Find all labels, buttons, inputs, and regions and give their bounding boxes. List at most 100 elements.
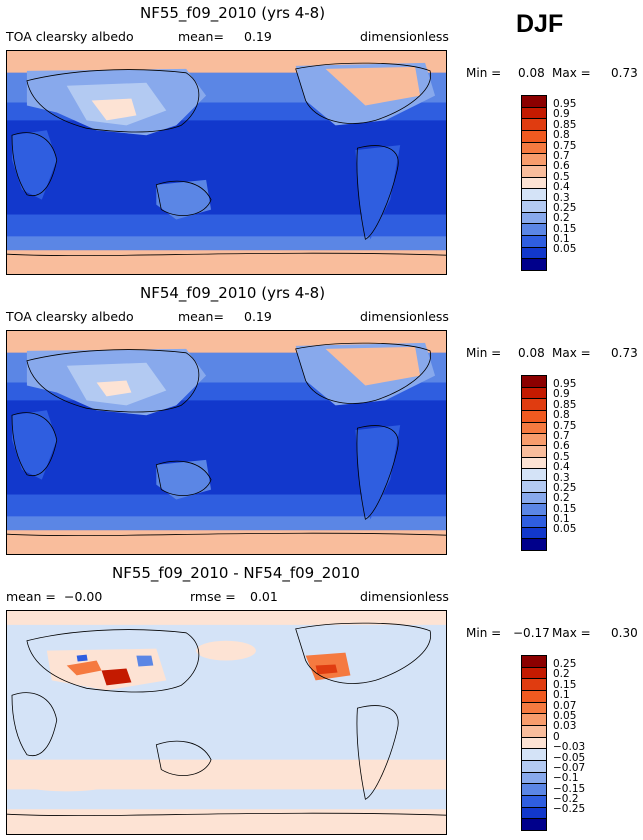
colorbar-swatch	[522, 376, 546, 388]
colorbar-swatch	[522, 469, 546, 482]
colorbar-tick-label: 0.05	[553, 523, 577, 536]
colorbar-tick-label: 0.4	[553, 181, 570, 194]
colorbar-swatch	[522, 422, 546, 435]
colorbar-swatch	[522, 259, 546, 271]
panel-2-map	[6, 330, 447, 555]
panel-1-min-value: 0.08	[518, 66, 545, 80]
colorbar-swatch	[522, 726, 546, 738]
colorbar-tick-label: −0.07	[553, 761, 586, 774]
colorbar-tick-label: 0.9	[553, 108, 570, 121]
panel-1-title: NF55_f09_2010 (yrs 4-8)	[140, 4, 326, 22]
colorbar-swatch	[522, 177, 546, 190]
colorbar-swatch	[522, 796, 546, 808]
colorbar-swatch	[522, 142, 546, 155]
colorbar-tick-label: 0.7	[553, 429, 570, 442]
colorbar-tick-label: 0.3	[553, 471, 570, 484]
panel-2-units: dimensionless	[360, 309, 449, 324]
panel-1-mean-label: mean=	[178, 29, 224, 44]
panel-1-max-label: Max =	[552, 66, 591, 80]
colorbar-tick-label: 0.2	[553, 212, 570, 225]
colorbar-tick-label: 0.3	[553, 191, 570, 204]
panel-3-max-label: Max =	[552, 626, 591, 640]
panel-1-units: dimensionless	[360, 29, 449, 44]
colorbar-tick-label: −0.15	[553, 782, 586, 795]
panel-2-variable: TOA clearsky albedo	[6, 309, 134, 324]
panel-3-colorbar-labels: 0.25 0.2 0.15 0.1 0.07 0.05 0.03 0 −0.03 −0.05 −0.…	[553, 658, 586, 816]
colorbar-swatch	[522, 166, 546, 178]
colorbar-swatch	[522, 446, 546, 458]
colorbar-tick-label: 0.5	[553, 170, 570, 183]
colorbar-swatch	[522, 667, 546, 680]
colorbar-swatch	[522, 492, 546, 505]
colorbar-swatch	[522, 119, 546, 132]
colorbar-tick-label: 0.8	[553, 129, 570, 142]
colorbar-swatch	[522, 714, 546, 727]
panel-2-colorbar-labels: 0.95 0.9 0.85 0.8 0.75 0.7 0.6 0.5 0.4 0.3 0.25 0.2…	[553, 378, 577, 536]
colorbar-swatch	[522, 201, 546, 213]
colorbar-swatch	[522, 819, 546, 831]
colorbar-swatch	[522, 154, 546, 167]
colorbar-swatch	[522, 679, 546, 692]
colorbar-tick-label: 0.07	[553, 699, 577, 712]
panel-1-min-label: Min =	[466, 66, 502, 80]
colorbar-tick-label: −0.25	[553, 803, 586, 816]
panel-2-colorbar	[521, 375, 547, 551]
colorbar-tick-label: 0.95	[553, 378, 577, 390]
colorbar-tick-label: 0.15	[553, 678, 577, 691]
colorbar-tick-label: 0.1	[553, 513, 570, 526]
colorbar-tick-label: 0.25	[553, 481, 577, 494]
panel-1-mean-value: 0.19	[244, 29, 272, 44]
colorbar-swatch	[522, 539, 546, 551]
panel-3-max-value: 0.30	[611, 626, 638, 640]
colorbar-tick-label: 0.2	[553, 668, 570, 681]
colorbar-tick-label: 0.03	[553, 720, 577, 733]
colorbar-tick-label: 0.15	[553, 222, 577, 235]
panel-2-mean-label: mean=	[178, 309, 224, 324]
colorbar-swatch	[522, 457, 546, 470]
colorbar-tick-label: 0.05	[553, 709, 577, 722]
colorbar-swatch	[522, 737, 546, 750]
colorbar-swatch	[522, 516, 546, 528]
panel-3-colorbar	[521, 655, 547, 831]
panel-2-mean-value: 0.19	[244, 309, 272, 324]
colorbar-swatch	[522, 224, 546, 237]
colorbar-swatch	[522, 434, 546, 447]
colorbar-tick-label: 0.25	[553, 201, 577, 214]
colorbar-swatch	[522, 772, 546, 785]
colorbar-tick-label: 0.2	[553, 492, 570, 505]
panel-3-mean-label: mean =	[6, 589, 56, 604]
colorbar-tick-label: 0.05	[553, 243, 577, 256]
panel-3-map	[6, 610, 447, 835]
panel-3-rmse-label: rmse =	[190, 589, 236, 604]
panel-1-colorbar	[521, 95, 547, 271]
colorbar-tick-label: 0.75	[553, 139, 577, 152]
panel-3-min-label: Min =	[466, 626, 502, 640]
panel-1-variable: TOA clearsky albedo	[6, 29, 134, 44]
colorbar-tick-label: 0.6	[553, 440, 570, 453]
colorbar-tick-label: −0.05	[553, 751, 586, 764]
panel-3-rmse-value: 0.01	[250, 589, 278, 604]
colorbar-tick-label: 0.1	[553, 689, 570, 702]
panel-2-title: NF54_f09_2010 (yrs 4-8)	[140, 284, 326, 302]
panel-1-colorbar-labels: 0.95 0.9 0.85 0.8 0.75 0.7 0.6 0.5 0.4 0.3 0.25 0.2…	[553, 98, 577, 256]
panel-3-min-value: −0.17	[513, 626, 550, 640]
colorbar-swatch	[522, 761, 546, 773]
colorbar-tick-label: 0.25	[553, 658, 577, 670]
colorbar-tick-label: −0.2	[553, 793, 579, 806]
colorbar-swatch	[522, 691, 546, 703]
colorbar-tick-label: 0.95	[553, 98, 577, 110]
colorbar-swatch	[522, 481, 546, 493]
colorbar-swatch	[522, 236, 546, 248]
panel-1-map	[6, 50, 447, 275]
colorbar-tick-label: 0.4	[553, 461, 570, 474]
colorbar-swatch	[522, 656, 546, 668]
colorbar-tick-label: −0.03	[553, 741, 586, 754]
colorbar-tick-label: 0.1	[553, 233, 570, 246]
colorbar-swatch	[522, 807, 546, 820]
colorbar-tick-label: 0.6	[553, 160, 570, 173]
panel-3-mean-value: −0.00	[64, 589, 103, 604]
panel-2-max-value: 0.73	[611, 346, 638, 360]
panel-1-max-value: 0.73	[611, 66, 638, 80]
colorbar-tick-label: 0.5	[553, 450, 570, 463]
colorbar-swatch	[522, 212, 546, 225]
